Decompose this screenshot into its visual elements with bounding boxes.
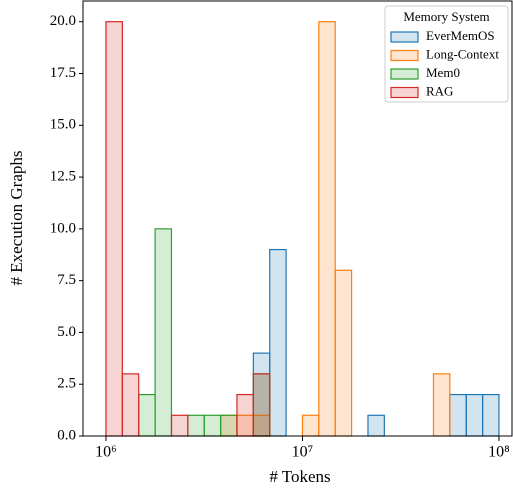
x-tick-label: 10⁷: [292, 444, 314, 461]
histogram-bar: [301, 414, 320, 437]
histogram-bar: [138, 393, 156, 437]
histogram-bar: [318, 21, 336, 437]
x-axis-label: # Tokens: [269, 467, 330, 486]
legend-label: Long-Context: [426, 46, 499, 61]
x-tick-label: 10⁸: [488, 444, 510, 461]
histogram-bar: [481, 393, 500, 437]
y-tick-label: 10.0: [50, 220, 76, 236]
histogram-bar: [170, 414, 189, 437]
legend-label: RAG: [426, 83, 453, 98]
y-tick-label: 15.0: [50, 117, 76, 133]
legend-label: Mem0: [426, 65, 460, 80]
histogram-bar: [236, 393, 254, 437]
legend-title: Memory System: [403, 9, 489, 24]
histogram-bar: [449, 393, 467, 437]
histogram-bar: [187, 414, 205, 437]
histogram-bar: [334, 269, 353, 437]
histogram-bar: [367, 414, 385, 437]
histogram-bar: [219, 414, 238, 437]
legend: Memory System EverMemOS Long-Context Mem0 RA…: [384, 5, 509, 103]
legend-swatch: [390, 49, 419, 62]
histogram-bar: [105, 21, 123, 437]
histogram-bar: [252, 373, 271, 437]
y-tick-label: 17.5: [50, 65, 76, 81]
legend-box: [384, 5, 509, 103]
y-tick-label: 7.5: [57, 272, 76, 288]
histogram-bar: [203, 414, 222, 437]
y-tick-label: 5.0: [57, 324, 76, 340]
histogram-bar: [121, 373, 140, 437]
plot-frame: [82, 0, 513, 437]
y-tick-label: 20.0: [50, 13, 76, 29]
legend-swatch: [390, 86, 419, 99]
histogram-bar: [465, 393, 484, 437]
legend-swatch: [390, 68, 419, 80]
histogram-bar: [432, 373, 451, 437]
x-tick-label: 10⁶: [95, 444, 117, 461]
legend-swatch: [390, 31, 419, 43]
y-tick-label: 2.5: [57, 376, 76, 392]
histogram-bar: [154, 228, 173, 437]
y-axis-label: # Execution Graphs: [7, 150, 26, 285]
y-tick-label: 12.5: [50, 169, 76, 185]
histogram-bar: [269, 248, 287, 437]
legend-label: EverMemOS: [426, 28, 495, 43]
y-tick-label: 0.0: [57, 427, 76, 443]
